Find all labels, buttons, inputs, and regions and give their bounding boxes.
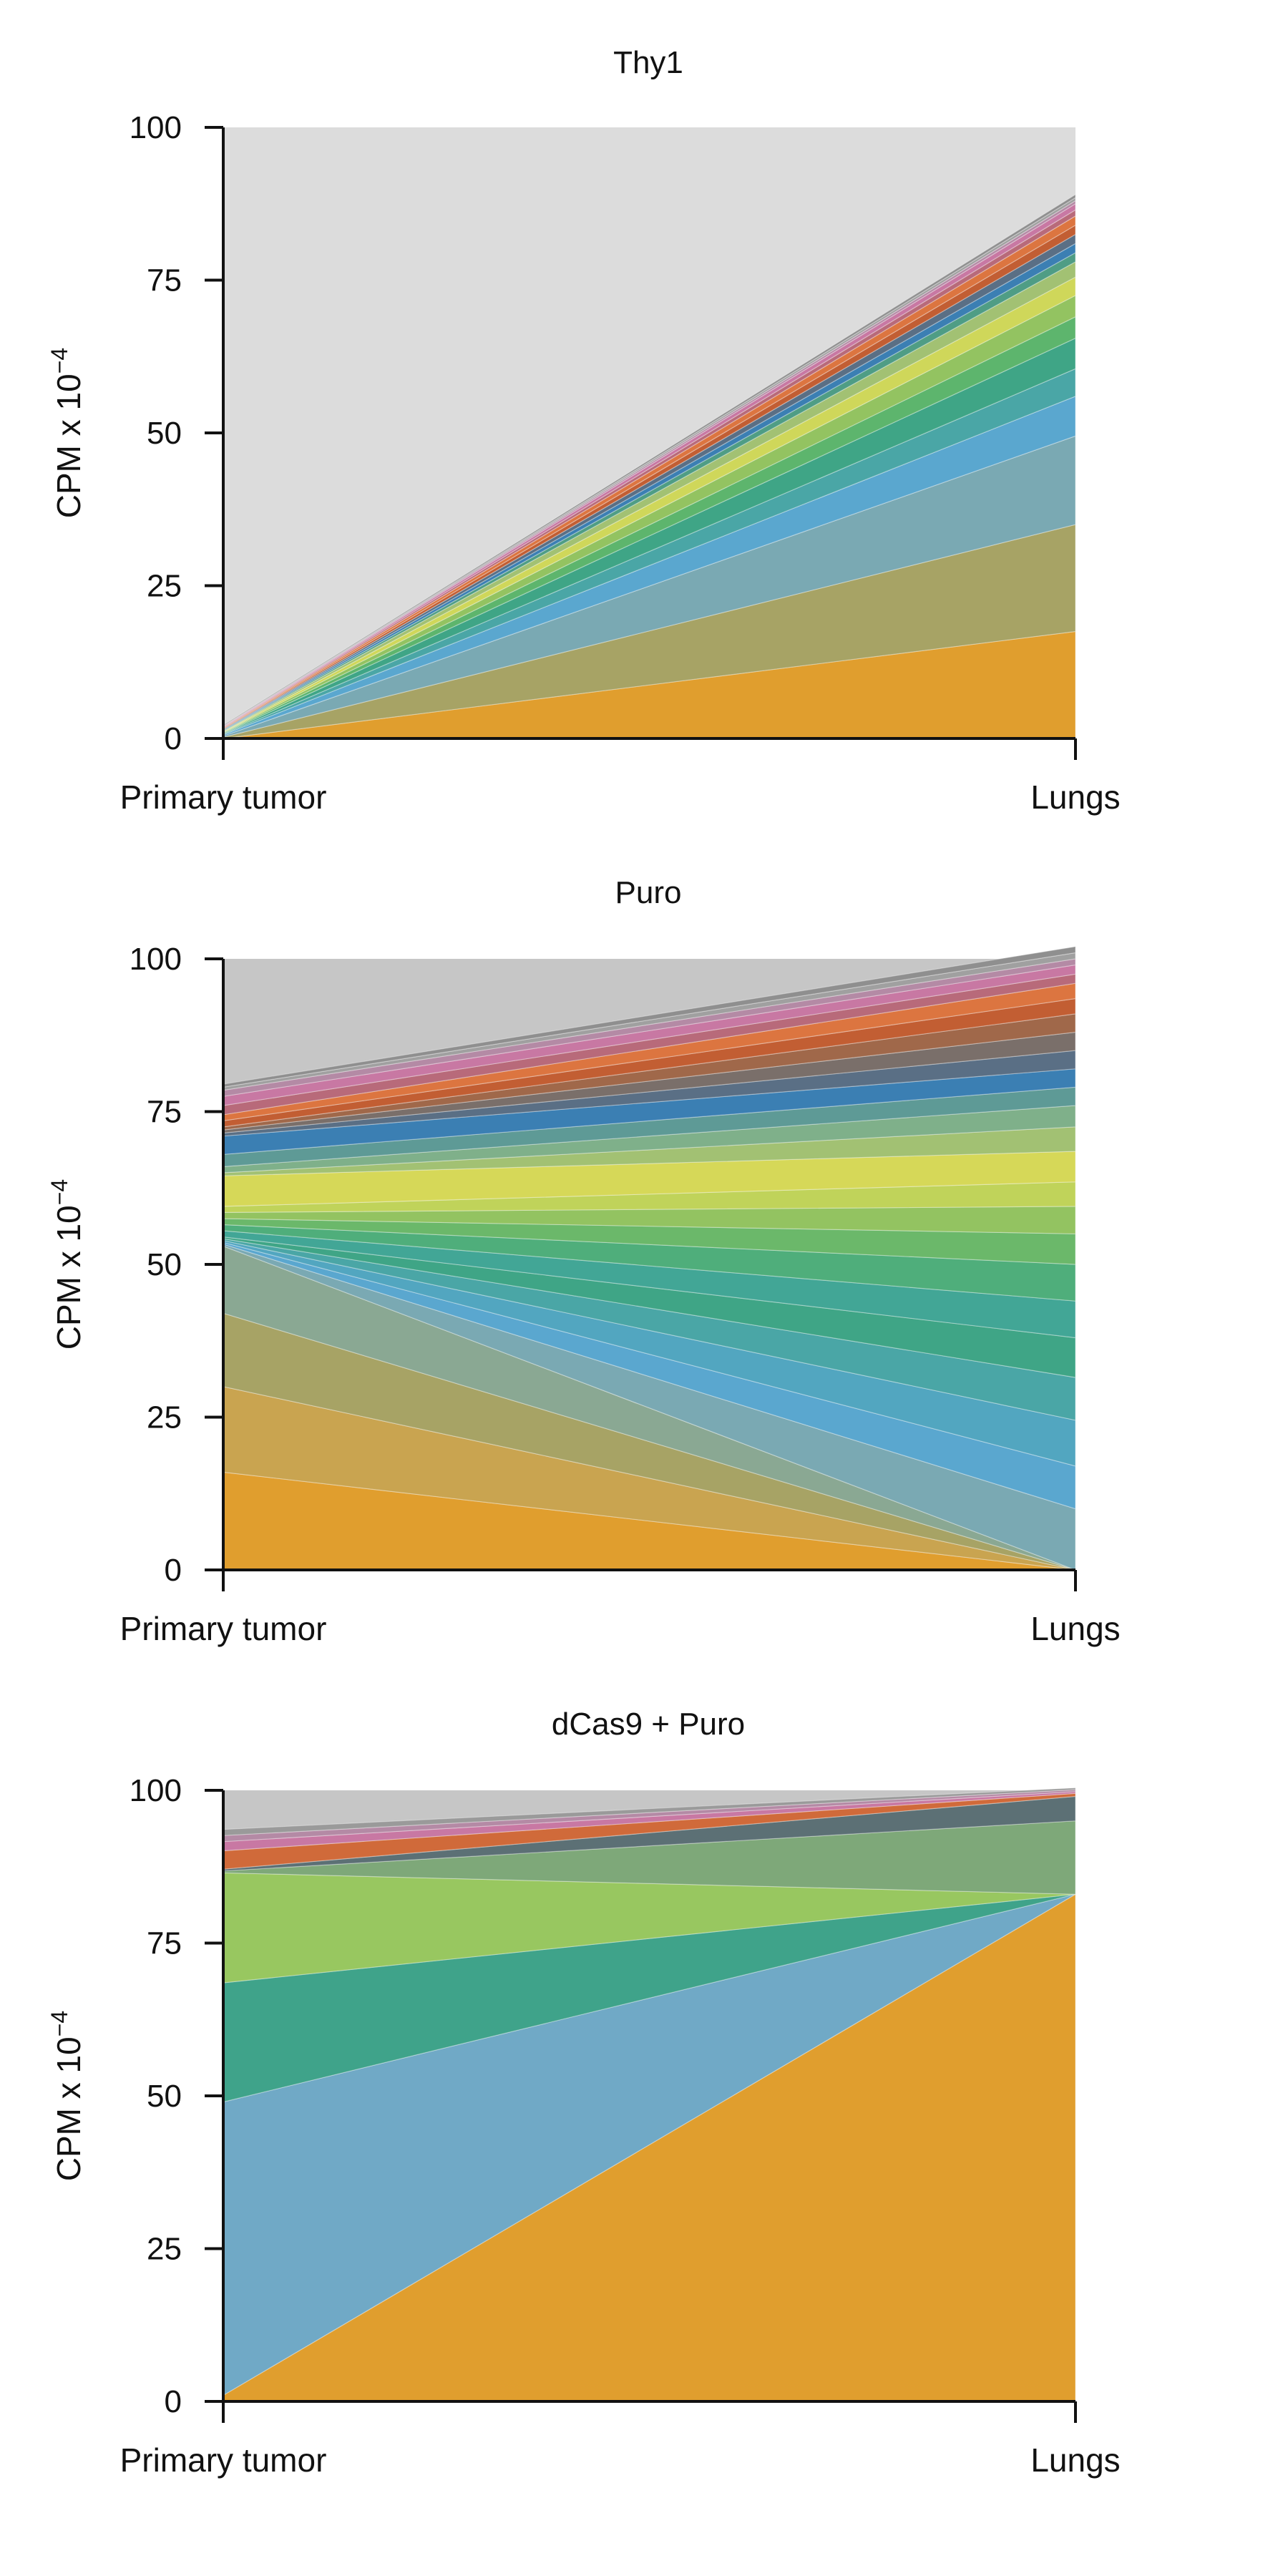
y-tick-label: 0 [165, 1553, 182, 1588]
y-tick-label: 100 [130, 942, 182, 977]
y-tick-label: 75 [147, 1095, 182, 1130]
y-axis-label: CPM x 10−4 [47, 348, 87, 518]
chart-panel-dcas9-puro: dCas9 + Puro 0 25 50 75 100 Primary tumor Lung… [47, 1707, 1121, 2479]
y-axis-label: CPM x 10−4 [47, 2011, 87, 2181]
y-tick-label: 50 [147, 416, 182, 451]
chart-panel-puro: Puro 0 25 50 75 100 Primary tumor Lungs CPM x 1… [47, 875, 1121, 1647]
y-tick-label: 75 [147, 1926, 182, 1961]
y-tick-label: 75 [147, 263, 182, 298]
x-tick-label: Primary tumor [120, 2441, 327, 2479]
y-tick-label: 25 [147, 2232, 182, 2267]
y-tick-label: 100 [130, 1773, 182, 1808]
x-tick-label: Primary tumor [120, 1610, 327, 1647]
chart-title: dCas9 + Puro [552, 1707, 745, 1742]
y-tick-label: 25 [147, 1400, 182, 1435]
x-tick-label: Lungs [1030, 779, 1120, 816]
y-tick-label: 25 [147, 569, 182, 604]
chart-panel-thy1: Thy1 0 25 50 75 100 Primary tumor Lungs CPM x 1… [47, 45, 1121, 816]
y-axis-label: CPM x 10−4 [47, 1179, 87, 1350]
y-tick-label: 50 [147, 1247, 182, 1282]
x-tick-label: Lungs [1030, 2441, 1120, 2479]
y-tick-label: 0 [165, 721, 182, 756]
chart-title: Thy1 [613, 45, 683, 80]
y-tick-label: 0 [165, 2384, 182, 2419]
y-tick-label: 50 [147, 2079, 182, 2114]
x-tick-label: Primary tumor [120, 779, 327, 816]
chart-title: Puro [615, 875, 682, 910]
x-tick-label: Lungs [1030, 1610, 1120, 1647]
y-tick-label: 100 [130, 110, 182, 145]
